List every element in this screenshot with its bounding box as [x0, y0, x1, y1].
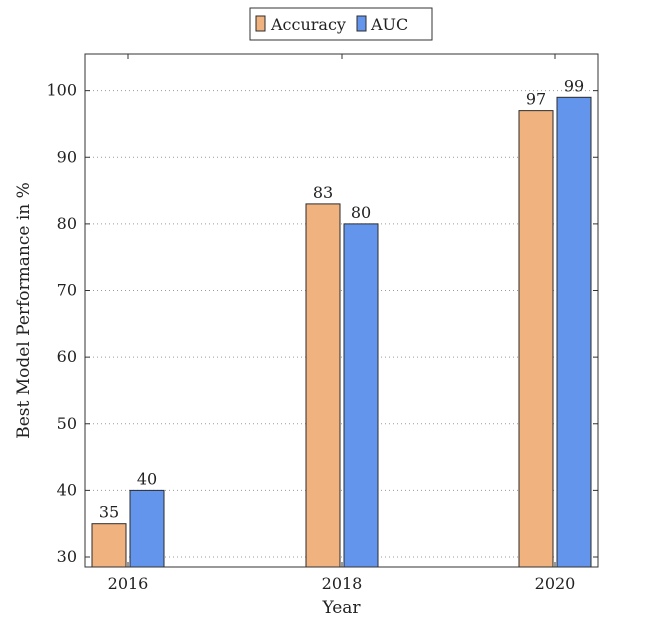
- y-tick-label: 80: [57, 214, 77, 233]
- legend-swatch-auc: [356, 15, 367, 32]
- y-tick-label: 40: [57, 480, 77, 499]
- y-tick-label: 70: [57, 281, 77, 300]
- y-tick-label: 100: [46, 81, 77, 100]
- legend-swatch-accuracy: [255, 15, 266, 32]
- y-tick-label: 50: [57, 414, 77, 433]
- grid-lines: [85, 90, 598, 558]
- x-axis-title: Year: [321, 598, 361, 618]
- x-tick-label: 2018: [322, 574, 363, 593]
- bar-value-label: 80: [351, 203, 371, 222]
- bar-auc-2018: [343, 223, 379, 568]
- legend-label-accuracy: Accuracy: [270, 15, 346, 34]
- bar-value-label: 99: [564, 76, 584, 95]
- bar-auc-2020: [556, 96, 592, 568]
- bar-accuracy-2020: [518, 110, 554, 568]
- bar-value-label: 83: [313, 183, 333, 202]
- bar-value-label: 35: [99, 503, 119, 522]
- x-tick-label: 2016: [108, 574, 149, 593]
- x-axis-ticks: 2016 2018 2020: [108, 54, 576, 593]
- legend-box: [249, 7, 433, 41]
- bar-value-label: 40: [137, 469, 157, 488]
- y-tick-label: 90: [57, 147, 77, 166]
- legend: Accuracy AUC: [249, 7, 433, 41]
- bar-value-label: 97: [526, 90, 546, 109]
- bar-accuracy-2016: [91, 523, 127, 568]
- bar-accuracy-2018: [305, 203, 341, 568]
- y-tick-label: 30: [57, 547, 77, 566]
- y-axis-ticks: 30 40 50 60 70 80 90 100: [46, 81, 598, 566]
- legend-label-auc: AUC: [370, 15, 408, 34]
- x-tick-label: 2020: [535, 574, 576, 593]
- bars: [91, 96, 592, 568]
- y-axis-title: Best Model Performance in %: [14, 182, 34, 439]
- y-tick-label: 60: [57, 347, 77, 366]
- bar-value-labels: 35 40 83 80 97 99: [99, 76, 584, 521]
- bar-auc-2016: [129, 489, 165, 568]
